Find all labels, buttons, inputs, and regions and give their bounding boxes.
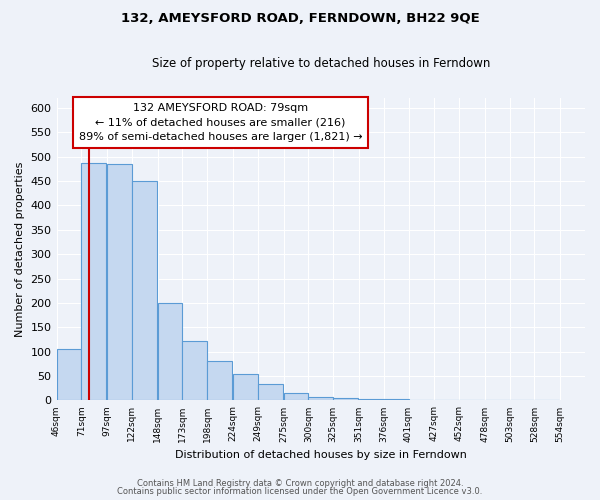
Bar (56, 349, 82, 401)
Bar (233, 374, 258, 400)
Text: 132, AMEYSFORD ROAD, FERNDOWN, BH22 9QE: 132, AMEYSFORD ROAD, FERNDOWN, BH22 9QE (121, 12, 479, 26)
Bar (158, 303, 182, 400)
Bar (359, 399, 384, 400)
Bar (82, 163, 106, 400)
Y-axis label: Number of detached properties: Number of detached properties (15, 162, 25, 337)
Bar (182, 341, 207, 400)
Title: Size of property relative to detached houses in Ferndown: Size of property relative to detached ho… (152, 58, 490, 70)
Bar (258, 384, 283, 400)
Text: Contains public sector information licensed under the Open Government Licence v3: Contains public sector information licen… (118, 487, 482, 496)
Bar (207, 362, 232, 401)
Bar (132, 181, 157, 400)
Bar (333, 398, 358, 400)
Bar (107, 164, 132, 400)
Bar (284, 393, 308, 400)
Bar (308, 397, 333, 400)
Text: Contains HM Land Registry data © Crown copyright and database right 2024.: Contains HM Land Registry data © Crown c… (137, 478, 463, 488)
X-axis label: Distribution of detached houses by size in Ferndown: Distribution of detached houses by size … (175, 450, 467, 460)
Text: 132 AMEYSFORD ROAD: 79sqm
← 11% of detached houses are smaller (216)
89% of semi: 132 AMEYSFORD ROAD: 79sqm ← 11% of detac… (79, 102, 362, 142)
